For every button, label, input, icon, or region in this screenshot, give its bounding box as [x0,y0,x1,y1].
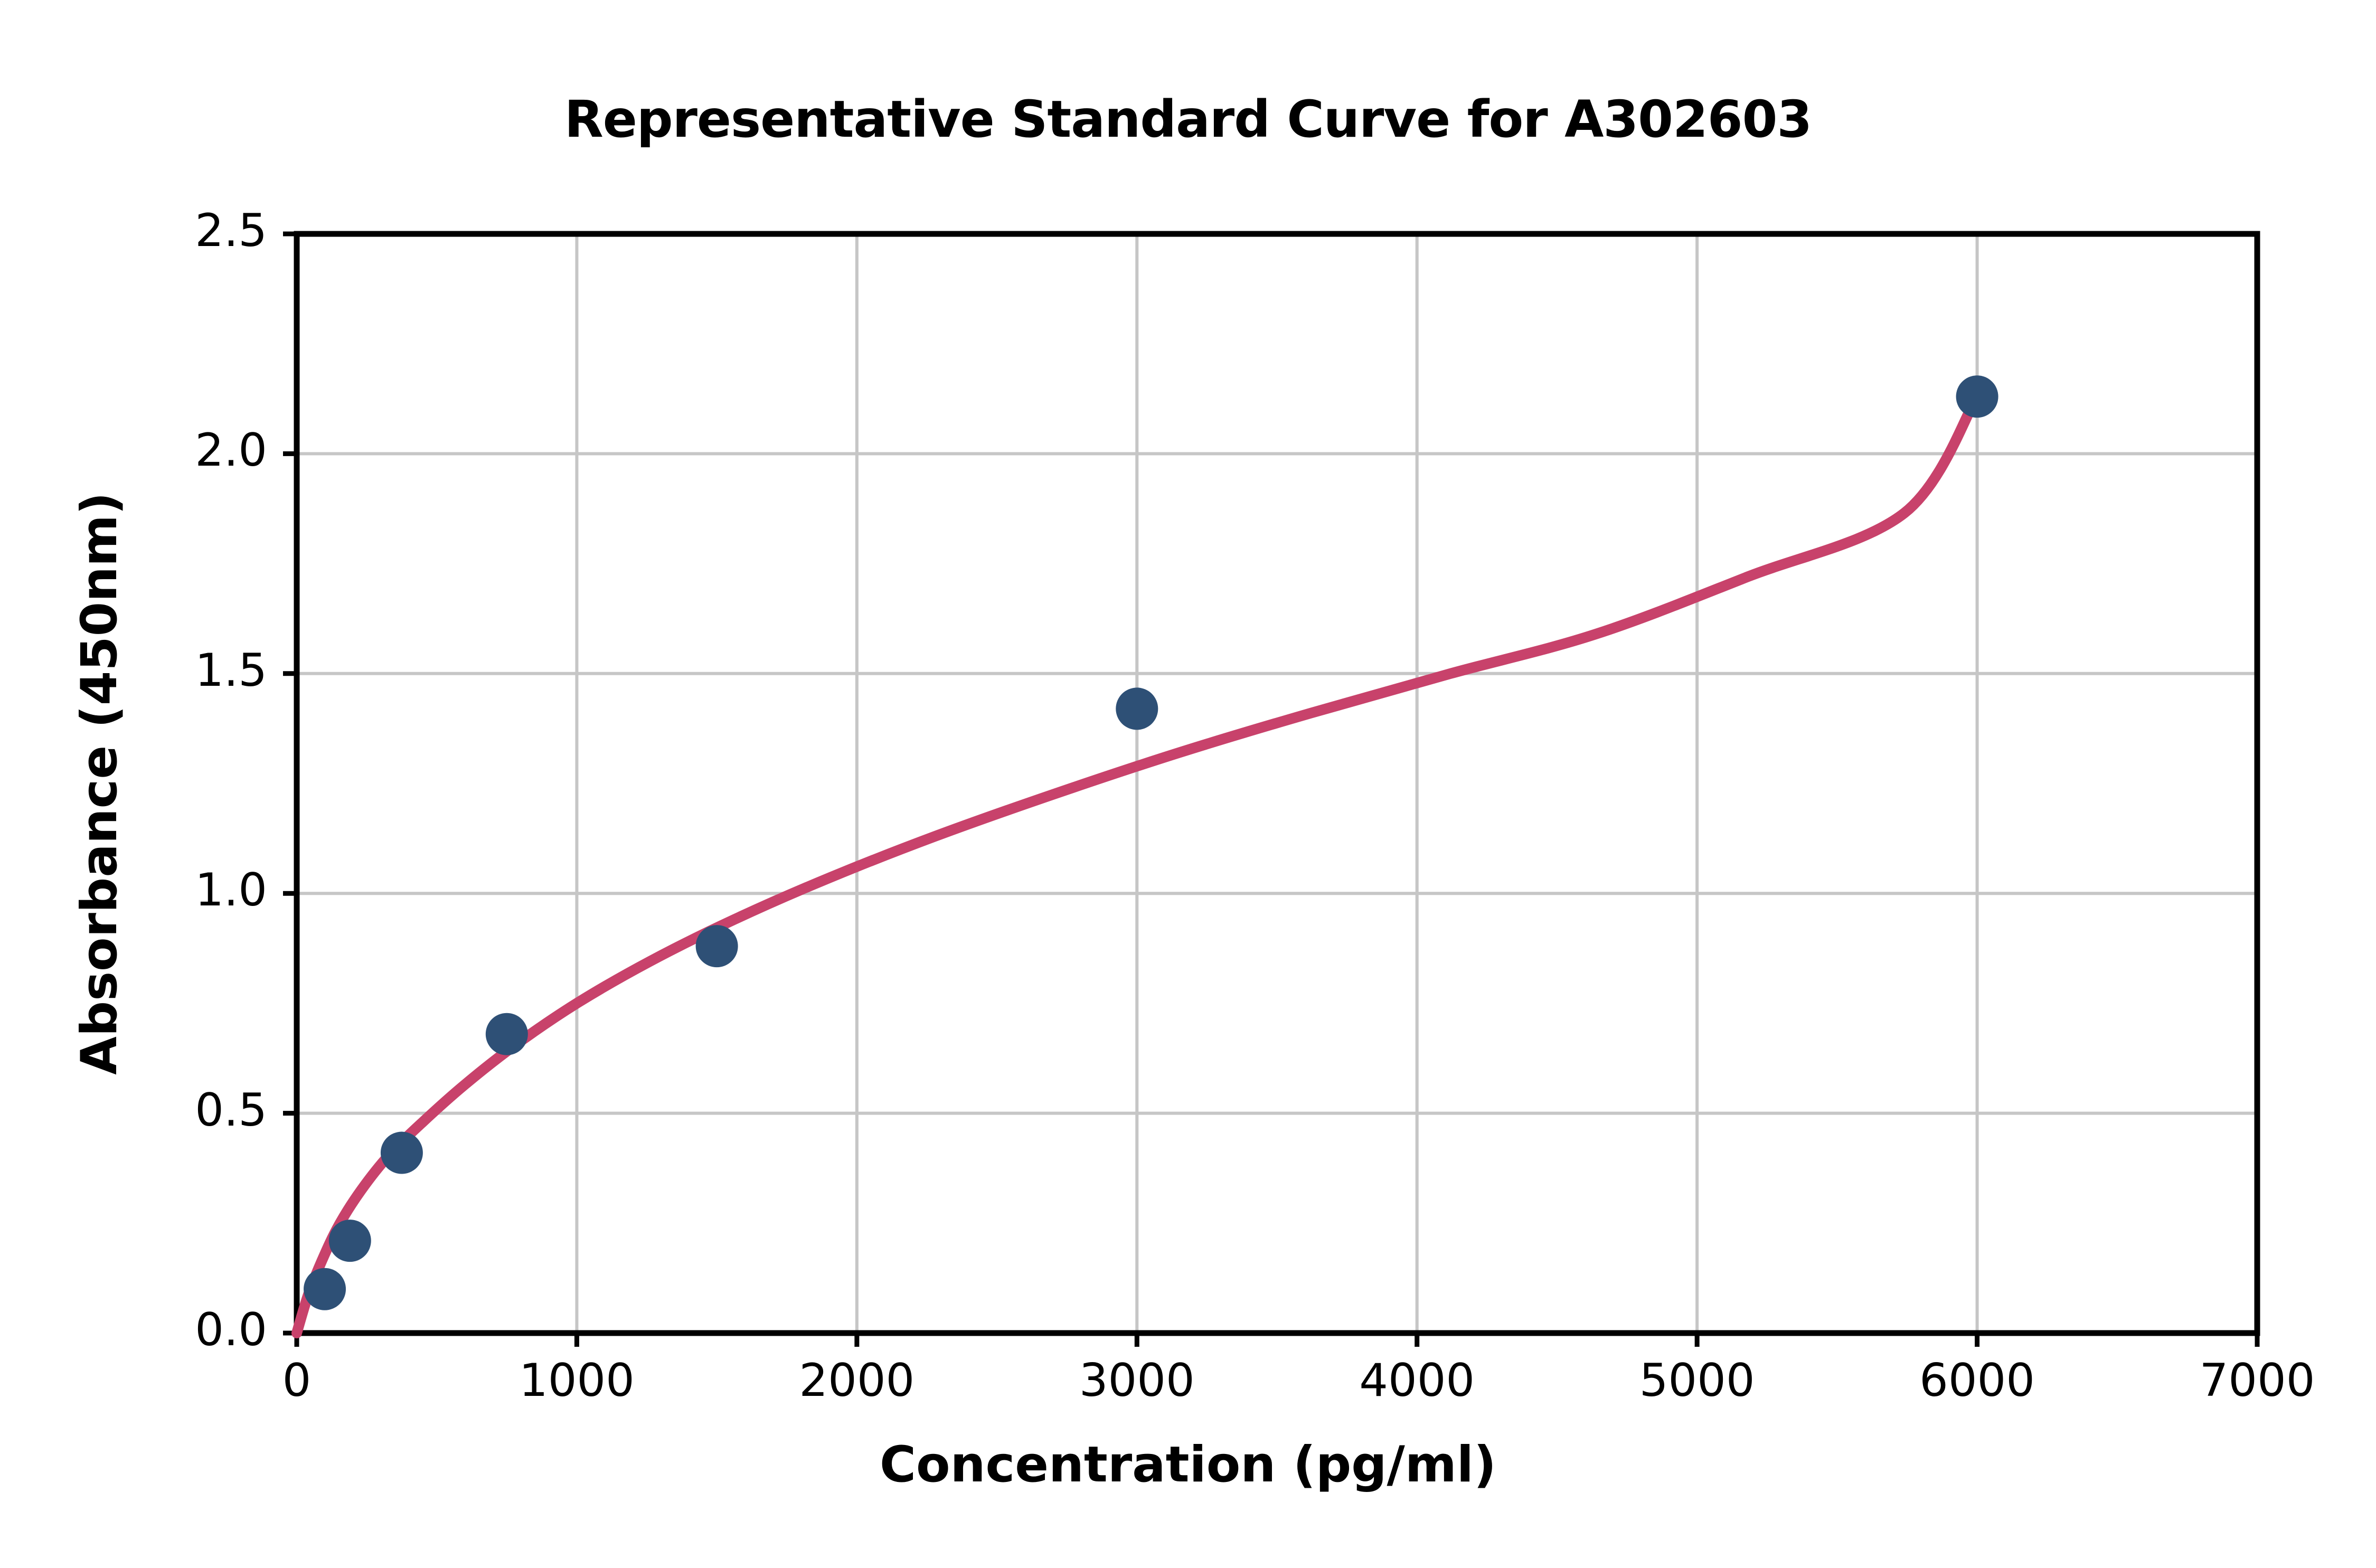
axis-frame [294,231,2260,1336]
chart-title: Representative Standard Curve for A30260… [564,90,1812,149]
x-tick-label: 7000 [2199,1354,2315,1407]
y-tick-label: 2.0 [195,424,267,477]
x-tick-label: 5000 [1639,1354,1755,1407]
x-tick-label: 2000 [799,1354,915,1407]
x-tick-label: 3000 [1079,1354,1195,1407]
y-tick-label: 1.0 [195,864,267,917]
data-points [304,375,1998,1310]
y-tick-label: 1.5 [195,644,267,697]
x-tick-label: 1000 [518,1354,635,1407]
x-tick-label: 0 [282,1354,312,1407]
y-tick-label: 0.0 [195,1303,267,1356]
x-tick-label: 6000 [1919,1354,2035,1407]
y-tick-label: 0.5 [195,1083,267,1137]
y-tick-label: 2.5 [195,204,267,257]
x-tick-label: 4000 [1359,1354,1475,1407]
x-axis-label: Concentration (pg/ml) [880,1436,1496,1494]
